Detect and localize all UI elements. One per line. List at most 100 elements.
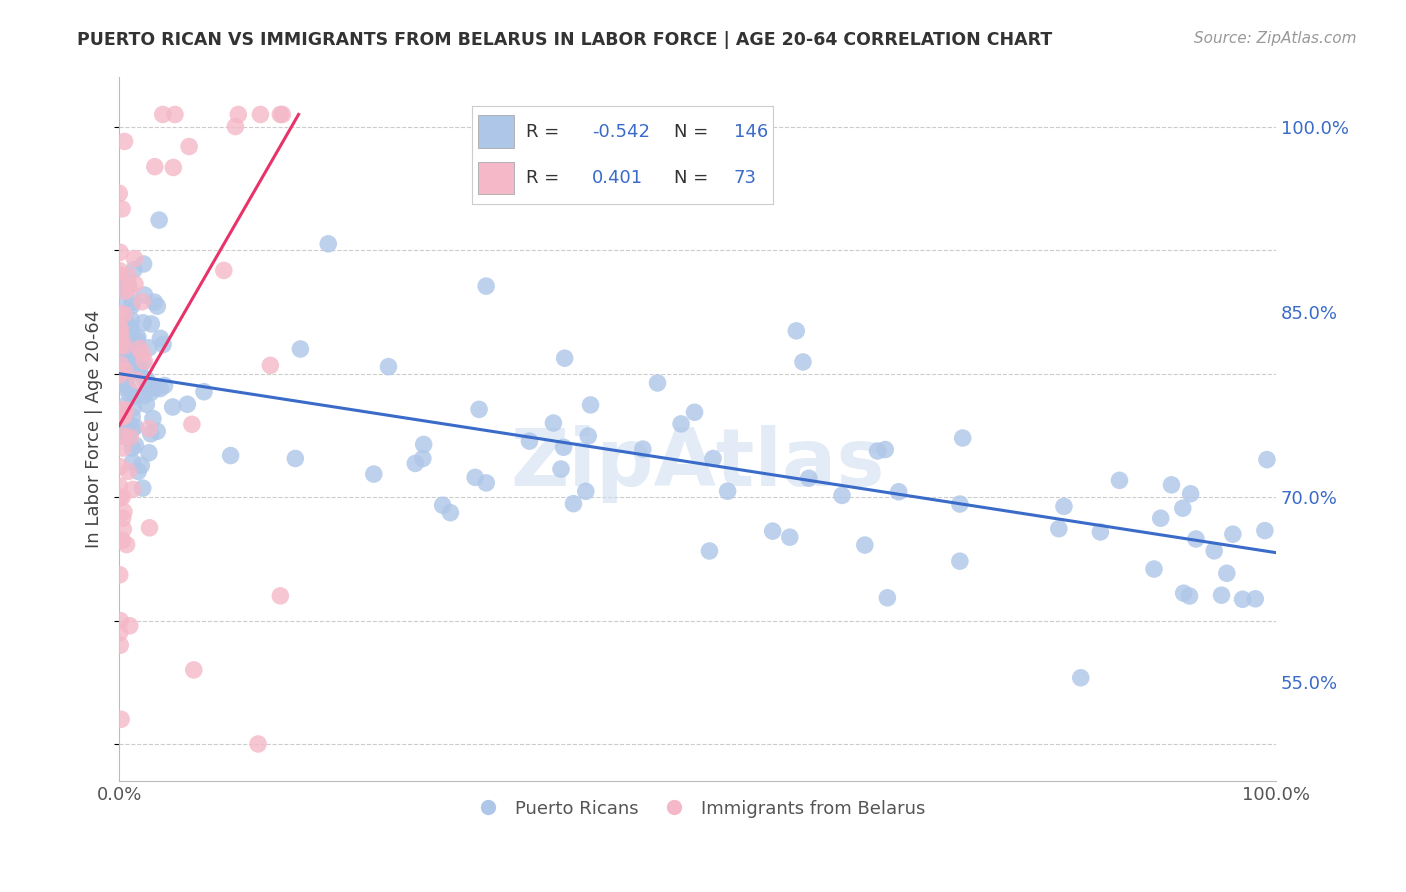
Point bbox=[131, 346, 153, 360]
Point bbox=[110, 403, 132, 417]
Point bbox=[108, 567, 131, 582]
Point bbox=[792, 355, 814, 369]
Point bbox=[112, 307, 135, 321]
Point bbox=[110, 358, 132, 372]
Point bbox=[118, 358, 141, 372]
Point bbox=[647, 376, 669, 390]
Point bbox=[1053, 500, 1076, 514]
Point bbox=[112, 408, 135, 422]
Point bbox=[138, 446, 160, 460]
Point bbox=[108, 368, 131, 382]
Point bbox=[125, 373, 148, 387]
Point bbox=[631, 442, 654, 456]
Point bbox=[176, 397, 198, 411]
Point bbox=[125, 333, 148, 347]
Point bbox=[1178, 589, 1201, 603]
Point bbox=[143, 160, 166, 174]
Point bbox=[114, 374, 136, 388]
Point bbox=[114, 315, 136, 329]
Point bbox=[132, 257, 155, 271]
Point bbox=[1244, 591, 1267, 606]
Text: ZipAtlas: ZipAtlas bbox=[510, 425, 884, 503]
Point bbox=[146, 425, 169, 439]
Point bbox=[127, 360, 149, 375]
Point bbox=[284, 451, 307, 466]
Point bbox=[949, 497, 972, 511]
Point bbox=[226, 107, 249, 121]
Y-axis label: In Labor Force | Age 20-64: In Labor Force | Age 20-64 bbox=[86, 310, 103, 549]
Point bbox=[125, 361, 148, 376]
Point bbox=[108, 319, 131, 334]
Point bbox=[125, 338, 148, 352]
Point bbox=[110, 409, 132, 424]
Point bbox=[125, 342, 148, 356]
Point bbox=[108, 365, 131, 379]
Point bbox=[111, 279, 134, 293]
Point bbox=[112, 358, 135, 372]
Point bbox=[412, 437, 434, 451]
Point bbox=[114, 135, 136, 149]
Legend: Puerto Ricans, Immigrants from Belarus: Puerto Ricans, Immigrants from Belarus bbox=[463, 792, 934, 825]
Point bbox=[112, 409, 135, 424]
Point bbox=[853, 538, 876, 552]
Point bbox=[134, 288, 156, 302]
Point bbox=[110, 614, 132, 628]
Point bbox=[519, 434, 541, 449]
Point bbox=[142, 411, 165, 425]
Point bbox=[121, 299, 143, 313]
Point bbox=[120, 430, 142, 444]
Point bbox=[115, 282, 138, 296]
Point bbox=[115, 417, 138, 432]
Point bbox=[1070, 671, 1092, 685]
Point bbox=[562, 497, 585, 511]
Point bbox=[1222, 527, 1244, 541]
Point bbox=[475, 475, 498, 490]
Point bbox=[132, 388, 155, 402]
Point bbox=[575, 484, 598, 499]
Point bbox=[831, 488, 853, 502]
Point bbox=[118, 383, 141, 397]
Point bbox=[121, 455, 143, 469]
Point bbox=[1180, 487, 1202, 501]
Point bbox=[247, 737, 270, 751]
Point bbox=[136, 378, 159, 392]
Point bbox=[108, 245, 131, 260]
Point bbox=[134, 372, 156, 386]
Point bbox=[1090, 524, 1112, 539]
Point bbox=[143, 295, 166, 310]
Point bbox=[111, 511, 134, 525]
Point bbox=[117, 268, 139, 283]
Point bbox=[269, 589, 291, 603]
Point bbox=[1211, 588, 1233, 602]
Point bbox=[108, 479, 131, 493]
Point bbox=[124, 420, 146, 434]
Point bbox=[110, 376, 132, 391]
Point bbox=[111, 441, 134, 455]
Point bbox=[110, 323, 132, 337]
Text: PUERTO RICAN VS IMMIGRANTS FROM BELARUS IN LABOR FORCE | AGE 20-64 CORRELATION C: PUERTO RICAN VS IMMIGRANTS FROM BELARUS … bbox=[77, 31, 1053, 49]
Point bbox=[699, 544, 721, 558]
Point bbox=[108, 625, 131, 640]
Point bbox=[121, 313, 143, 327]
Point bbox=[439, 506, 461, 520]
Point bbox=[114, 363, 136, 377]
Point bbox=[132, 481, 155, 495]
Point bbox=[145, 381, 167, 395]
Point bbox=[1232, 592, 1254, 607]
Point bbox=[110, 353, 132, 368]
Point bbox=[111, 533, 134, 548]
Point bbox=[550, 462, 572, 476]
Point bbox=[120, 322, 142, 336]
Point bbox=[432, 498, 454, 512]
Point bbox=[127, 464, 149, 478]
Point bbox=[108, 307, 131, 321]
Point bbox=[876, 591, 898, 605]
Point bbox=[669, 417, 692, 431]
Point bbox=[952, 431, 974, 445]
Point bbox=[114, 285, 136, 299]
Point bbox=[887, 484, 910, 499]
Point bbox=[683, 405, 706, 419]
Point bbox=[111, 202, 134, 216]
Point bbox=[108, 459, 131, 474]
Point bbox=[124, 277, 146, 292]
